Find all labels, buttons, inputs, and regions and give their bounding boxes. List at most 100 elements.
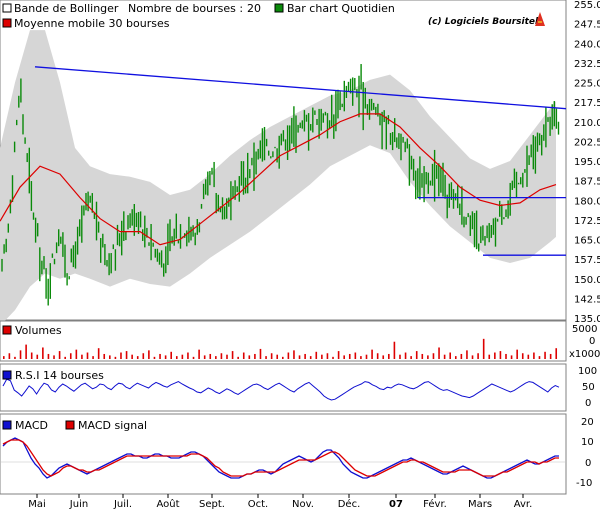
price-tick-label: 165.0 (574, 236, 600, 247)
legend-barchart: Bar chart Quotidien (274, 2, 395, 15)
volume-bar (220, 353, 223, 359)
x-axis: Mai Juin Juil. Août Sept. Oct. Nov. Déc. 07 Févr.… (28, 494, 532, 509)
volume-bar (14, 356, 16, 359)
volume-bar (226, 354, 228, 359)
x-tick-label: 07 (389, 499, 403, 509)
volume-bar (287, 352, 290, 359)
volume-bar (114, 356, 117, 359)
volume-bar (125, 351, 128, 359)
moving-average-line (0, 113, 557, 246)
x-tick-label: Sept. (199, 499, 225, 509)
macd-panel (0, 413, 567, 495)
volume-bar (438, 347, 440, 359)
volume-bar (8, 353, 11, 359)
legend-moving-average-label: Moyenne mobile 30 bourses (14, 17, 170, 30)
macd-label: MACD (15, 419, 48, 432)
legend-bollinger-label: Bande de Bollinger (14, 2, 119, 15)
rsi-layer (2, 378, 560, 401)
price-tick-label: 202.5 (574, 137, 600, 148)
volume-bar (399, 354, 401, 359)
volume-bar (544, 351, 546, 359)
x-tick-label: Août (156, 498, 179, 509)
volume-bar (75, 349, 78, 359)
volume-bar (388, 353, 390, 359)
volume-bar (248, 355, 251, 359)
volume-bar (198, 349, 200, 359)
volume-bar (443, 354, 446, 359)
volume-bar (471, 355, 474, 359)
price-tick-label: 255.0 (574, 0, 600, 11)
volume-bar (81, 354, 83, 359)
volume-bar (393, 341, 396, 359)
price-tick-label: 210.0 (574, 118, 600, 129)
volume-bar (3, 356, 5, 359)
volume-bar (410, 356, 412, 359)
legend-barchart-label: Bar chart Quotidien (287, 2, 395, 15)
volume-bar (282, 356, 284, 359)
volume-bar (432, 353, 435, 359)
macd-layer (0, 437, 566, 479)
volume-bar (97, 348, 100, 359)
x-tick-label: Juin (69, 499, 88, 509)
volume-bar (315, 351, 318, 359)
volume-bar (309, 356, 312, 359)
volume-bar (298, 355, 301, 359)
volume-bar (360, 356, 362, 359)
volume-bar (354, 352, 357, 359)
volume-tick-zero: 0 (589, 336, 595, 347)
volume-bar (265, 356, 267, 359)
volume-bar (270, 353, 273, 359)
volume-panel (0, 320, 567, 362)
macd-tick-10: 10 (581, 437, 594, 448)
rsi-tick-0: 0 (585, 398, 591, 409)
x-tick-label: Oct. (248, 499, 268, 509)
volume-bar (427, 355, 429, 359)
volume-bar (19, 350, 22, 359)
volume-bar (454, 356, 457, 359)
volume-bar (181, 354, 184, 359)
volume-bar (304, 353, 306, 359)
price-tick-label: 195.0 (574, 157, 600, 168)
x-tick-label: Avr. (514, 499, 533, 509)
volume-bar (148, 350, 150, 359)
macd-tick-20: 20 (581, 417, 594, 428)
x-tick-label: Mars (468, 499, 492, 509)
volume-bar (494, 352, 496, 359)
volume-bar (109, 355, 111, 359)
volume-bar (69, 353, 72, 359)
volume-bar (382, 355, 385, 359)
volume-bar (159, 353, 161, 359)
volume-bar (343, 355, 345, 359)
volume-bar (466, 350, 468, 359)
volume-bar (164, 355, 167, 359)
macd-signal-label: MACD signal (78, 419, 147, 432)
volume-bar (187, 352, 189, 359)
volume-bar (242, 352, 245, 359)
macd-tick-minus10: -10 (576, 478, 592, 489)
price-tick-label: 187.5 (574, 177, 600, 188)
volume-bar (527, 354, 530, 359)
copyright: (c) Logiciels Boursitel (428, 17, 539, 27)
legend-moving-average: Moyenne mobile 30 bourses (2, 17, 170, 30)
volume-bar (170, 351, 172, 359)
price-tick-label: 150.0 (574, 275, 600, 286)
volume-bar (86, 352, 89, 359)
volume-bar (103, 353, 106, 359)
boursitel-logo-icon (535, 12, 545, 26)
volume-bar (120, 352, 122, 359)
x-tick-label: Mai (28, 499, 46, 509)
volume-bar (449, 352, 451, 359)
volume-bar (53, 355, 55, 359)
rsi-tick-100: 100 (578, 366, 597, 377)
volume-bar (521, 353, 524, 359)
volume-bar (203, 355, 206, 359)
volume-bar (371, 349, 373, 359)
volume-bar (47, 353, 50, 359)
volume-bar (499, 351, 502, 359)
volume-bar (488, 354, 491, 359)
bourses-value: 20 (247, 2, 261, 15)
volume-bar (326, 353, 329, 359)
volume-bar (215, 356, 217, 359)
x-tick-label: Févr. (423, 498, 447, 509)
legend-bollinger: Bande de Bollinger (2, 2, 119, 15)
